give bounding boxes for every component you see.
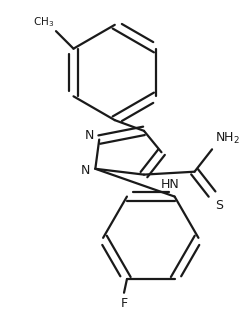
Text: N: N (85, 129, 94, 142)
Text: F: F (121, 297, 128, 310)
Text: S: S (215, 199, 223, 212)
Text: CH$_3$: CH$_3$ (33, 15, 54, 29)
Text: N: N (81, 164, 90, 177)
Text: HN: HN (161, 178, 180, 191)
Text: NH$_2$: NH$_2$ (215, 131, 240, 147)
